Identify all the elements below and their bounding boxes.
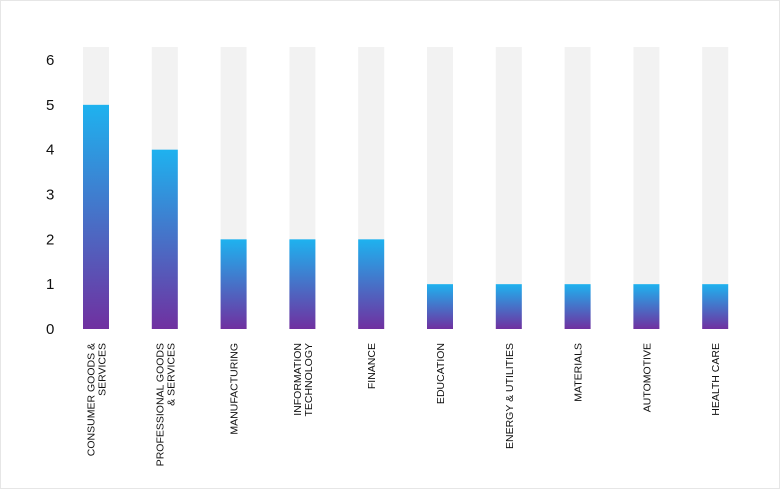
x-category-label-line: MATERIALS	[573, 343, 585, 402]
x-category-label: INFORMATION TECHNOLOGY	[292, 343, 315, 417]
x-category-label: FINANCE	[366, 343, 378, 389]
bar	[289, 239, 316, 329]
x-category-label-line: MANUFACTURING	[229, 343, 241, 435]
x-category-label-line: HEALTH CARE	[710, 343, 722, 416]
bar	[220, 239, 247, 329]
y-tick-label: 1	[46, 276, 54, 293]
bar-track	[702, 47, 729, 329]
x-category-label: MANUFACTURING	[229, 343, 241, 435]
bar-track-layer	[83, 47, 729, 329]
bar	[564, 284, 591, 329]
x-category-label: MATERIALS	[573, 343, 585, 402]
bar	[427, 284, 453, 329]
x-category-label-line: SERVICES	[97, 343, 109, 396]
x-category-label-line: CONSUMER GOODS &	[86, 343, 98, 456]
bar-track	[495, 47, 522, 329]
x-category-label: EDUCATION	[435, 343, 447, 404]
x-category-label-line: AUTOMOTIVE	[641, 343, 653, 412]
bar	[702, 284, 729, 329]
bar-track	[427, 47, 453, 329]
x-category-label: ENERGY & UTILITIES	[504, 343, 516, 449]
x-category-label-line: EDUCATION	[435, 343, 447, 404]
bar	[358, 239, 385, 329]
x-category-label: AUTOMOTIVE	[641, 343, 653, 412]
y-tick-label: 4	[46, 142, 54, 159]
bar	[633, 284, 660, 329]
bar	[151, 149, 178, 329]
bar	[83, 104, 109, 329]
bar-layer	[83, 104, 729, 329]
bar	[495, 284, 522, 329]
bar-track	[633, 47, 660, 329]
x-axis-labels: CONSUMER GOODS & SERVICES PROFESSIONAL GOO…	[86, 343, 723, 466]
x-category-label-line: & SERVICES	[165, 343, 177, 406]
y-tick-label: 5	[46, 97, 54, 114]
y-tick-label: 0	[46, 321, 54, 338]
x-category-label-line: ENERGY & UTILITIES	[504, 343, 516, 449]
x-category-label-line: FINANCE	[366, 343, 378, 389]
x-category-label: PROFESSIONAL GOODS & SERVICES	[154, 343, 177, 466]
x-category-label-line: INFORMATION	[292, 343, 304, 416]
x-category-label: CONSUMER GOODS & SERVICES	[86, 343, 109, 456]
y-tick-label: 2	[46, 231, 54, 248]
x-category-label-line: TECHNOLOGY	[303, 343, 315, 417]
y-tick-label: 3	[46, 187, 54, 204]
y-tick-label: 6	[46, 52, 54, 69]
x-category-label-line: PROFESSIONAL GOODS	[154, 343, 166, 466]
x-category-label: HEALTH CARE	[710, 343, 722, 416]
y-axis-ticks: 0 1 2 3 4 5 6	[46, 52, 54, 338]
bar-track	[564, 47, 591, 329]
